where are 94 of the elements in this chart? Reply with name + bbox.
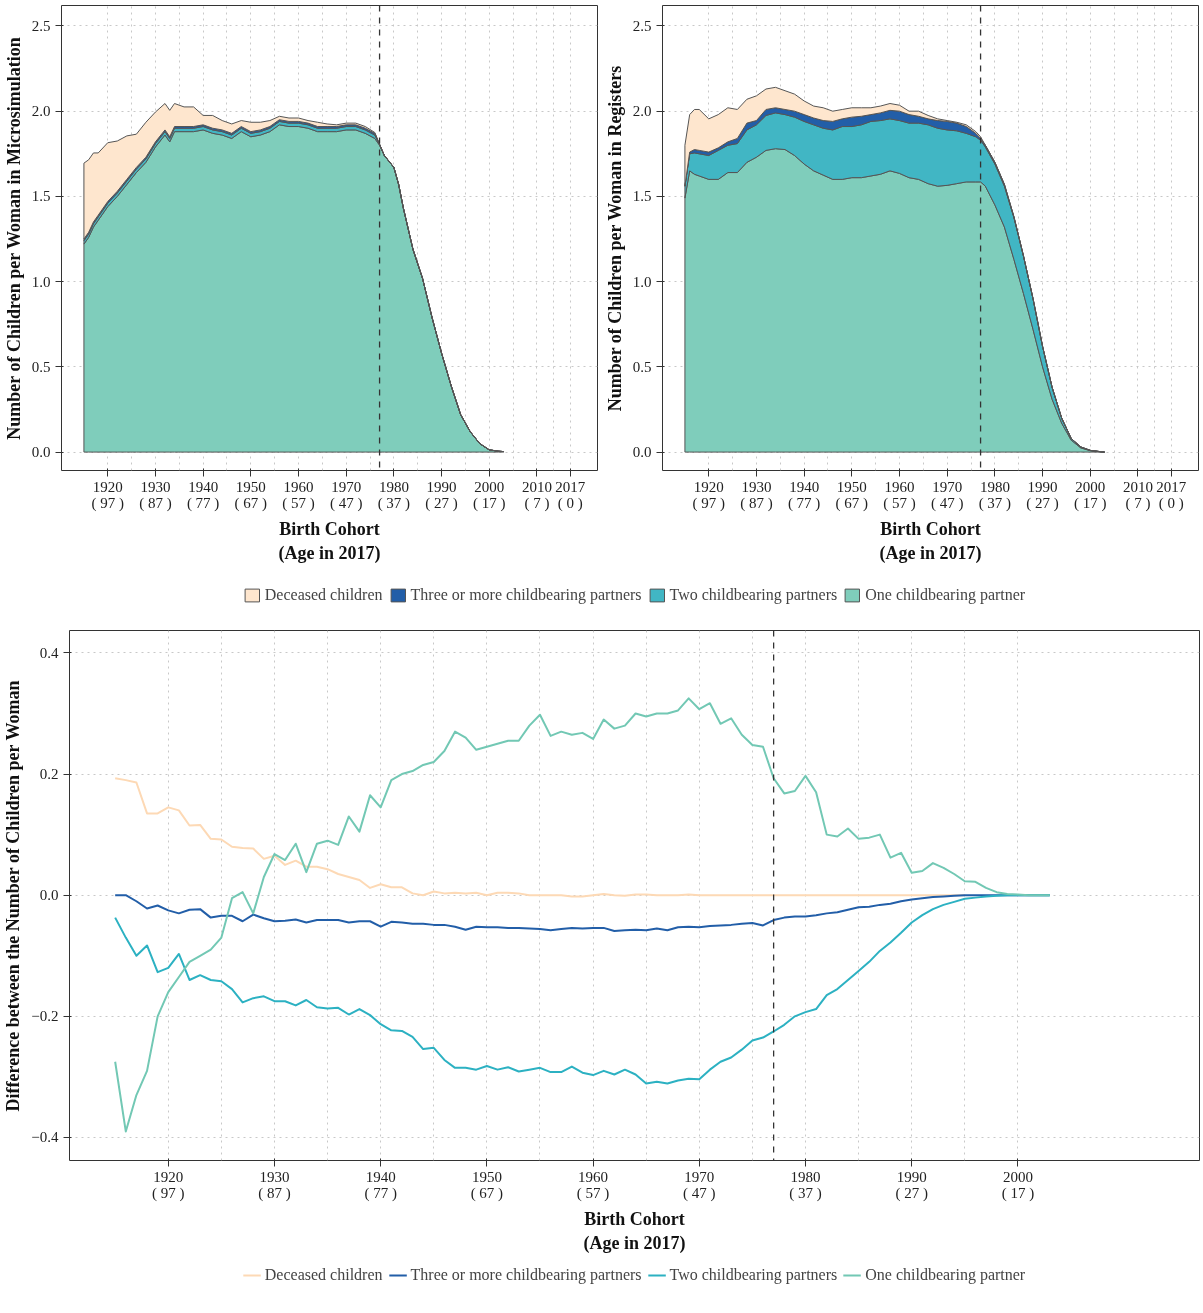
x2-tick-label: ( 47 ) [329, 494, 363, 512]
x2-tick-label: ( 47 ) [683, 1184, 716, 1202]
y-tick-label: 0.0 [31, 444, 51, 461]
x-tick-label: 1980 [790, 1168, 821, 1185]
x-axis-title: Birth Cohort (Age in 2017) [583, 1208, 686, 1254]
y-tick-label: 1.5 [31, 188, 51, 205]
x2-tick-label: ( 97 ) [152, 1184, 185, 1202]
x2-tick-label: ( 17 ) [473, 494, 506, 512]
legend-label: Three or more childbearing partners [410, 586, 642, 604]
x2-tick-label: ( 37 ) [978, 494, 1012, 512]
x-tick-label: 1980 [378, 478, 409, 495]
y-tick-label: 0.5 [632, 358, 652, 375]
y-axis-title: Difference between the Number of Children per Woman [3, 680, 24, 1112]
x-tick-label: 1940 [789, 478, 820, 495]
x-tick-label: 1950 [235, 478, 266, 495]
x-tick-label: 2000 [1002, 1168, 1033, 1185]
y-tick-label: 0.4 [39, 644, 59, 661]
x-tick-label: 1930 [741, 478, 772, 495]
legend-label: Two childbearing partners [669, 1266, 838, 1284]
x-tick-label: 2000 [1075, 478, 1106, 495]
x-tick-label: 1970 [331, 478, 362, 495]
y-tick-label: 2.0 [632, 103, 652, 120]
legend-label: Two childbearing partners [669, 586, 838, 604]
y-tick-label: 1.0 [632, 273, 652, 290]
x2-tick-label: ( 7 ) [524, 494, 550, 512]
x-tick-label: 1920 [153, 1168, 184, 1185]
x2-tick-label: ( 57 ) [282, 494, 315, 512]
x2-tick-label: ( 77 ) [186, 494, 220, 512]
x2-tick-label: ( 67 ) [234, 494, 268, 512]
x-tick-label: 1950 [836, 478, 867, 495]
x2-tick-label: ( 87 ) [139, 494, 172, 512]
x-axis-title: Birth Cohort (Age in 2017) [278, 518, 381, 564]
x-tick-label: 1990 [426, 478, 457, 495]
legend-label: Deceased children [264, 1266, 383, 1284]
y-tick-label: 0.0 [632, 444, 652, 461]
x2-tick-label: ( 67 ) [470, 1184, 504, 1202]
x-tick-label: 2017 [1156, 478, 1187, 495]
y-axis-title: Number of Children per Woman in Microsimulation [3, 37, 24, 440]
x2-tick-label: ( 77 ) [787, 494, 821, 512]
x-tick-label: 2010 [521, 478, 552, 495]
x2-tick-label: ( 37 ) [789, 1184, 822, 1202]
x-tick-label: 1950 [471, 1168, 502, 1185]
x-tick-label: 1960 [578, 1168, 609, 1185]
x2-tick-label: ( 17 ) [1074, 494, 1107, 512]
legend-label: Three or more childbearing partners [410, 1266, 642, 1284]
x-tick-label: 1940 [188, 478, 219, 495]
y-tick-label: −0.4 [31, 1129, 59, 1146]
x2-tick-label: ( 27 ) [1026, 494, 1059, 512]
x2-tick-label: ( 97 ) [692, 494, 726, 512]
x2-tick-label: ( 0 ) [557, 494, 583, 512]
x-tick-label: 1990 [1027, 478, 1058, 495]
y-tick-label: 2.0 [31, 103, 51, 120]
x-tick-label: 1930 [140, 478, 171, 495]
x2-tick-label: ( 47 ) [930, 494, 964, 512]
x-tick-label: 2010 [1122, 478, 1153, 495]
legend-label: One childbearing partner [865, 586, 1026, 604]
x2-tick-label: ( 57 ) [883, 494, 916, 512]
x-tick-label: 1970 [932, 478, 963, 495]
y-tick-label: 2.5 [632, 17, 652, 34]
legend-label: Deceased children [264, 586, 383, 604]
y-tick-label: 1.5 [632, 188, 652, 205]
x-tick-label: 2000 [474, 478, 505, 495]
x2-tick-label: ( 37 ) [377, 494, 411, 512]
x2-tick-label: ( 97 ) [91, 494, 125, 512]
x2-tick-label: ( 27 ) [895, 1184, 928, 1202]
x2-tick-label: ( 17 ) [1001, 1184, 1035, 1202]
x-axis-title: Birth Cohort (Age in 2017) [879, 518, 982, 564]
y-axis-title: Number of Children per Woman in Registers [604, 65, 625, 412]
x2-tick-label: ( 57 ) [576, 1184, 610, 1202]
y-tick-label: 1.0 [31, 273, 51, 290]
x-tick-label: 1930 [259, 1168, 290, 1185]
x-tick-label: 1920 [693, 478, 724, 495]
y-tick-label: 2.5 [31, 17, 51, 34]
line-series [114, 697, 1051, 1133]
x-tick-label: 1940 [365, 1168, 396, 1185]
x-tick-label: 1960 [283, 478, 314, 495]
x-tick-label: 1920 [92, 478, 123, 495]
x2-tick-label: ( 87 ) [740, 494, 773, 512]
y-tick-label: 0.2 [39, 766, 59, 783]
y-tick-label: 0.0 [39, 887, 59, 904]
x2-tick-label: ( 87 ) [258, 1184, 291, 1202]
y-tick-label: 0.5 [31, 358, 51, 375]
x2-tick-label: ( 7 ) [1125, 494, 1151, 512]
x-tick-label: 1980 [979, 478, 1010, 495]
x-tick-label: 1970 [684, 1168, 715, 1185]
x-tick-label: 2017 [555, 478, 586, 495]
x2-tick-label: ( 77 ) [364, 1184, 397, 1202]
x2-tick-label: ( 0 ) [1158, 494, 1184, 512]
x2-tick-label: ( 27 ) [425, 494, 458, 512]
x2-tick-label: ( 67 ) [835, 494, 869, 512]
x-tick-label: 1960 [884, 478, 915, 495]
legend-label: One childbearing partner [865, 1266, 1026, 1284]
x-tick-label: 1990 [896, 1168, 927, 1185]
y-tick-label: −0.2 [31, 1008, 59, 1025]
